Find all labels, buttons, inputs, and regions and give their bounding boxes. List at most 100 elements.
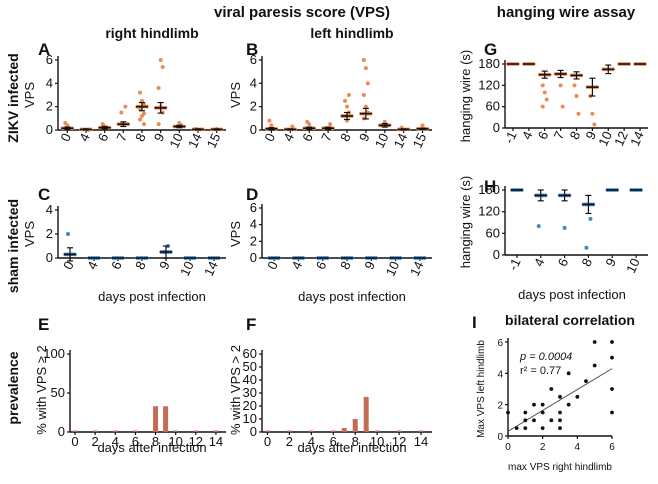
point-a-5 [123,104,128,109]
point-g-5 [560,104,565,109]
xtick-label-h-5: 10 [623,256,643,275]
ytick-label-f-0: 0 [250,424,257,439]
xtick-label-d-0: 0 [264,259,281,272]
xtick-label-b-8: 15 [410,131,430,150]
xtick-label-a-1: 4 [76,131,93,144]
bar-e-0 [153,406,159,432]
ylabel-h: hanging wire (s) [458,176,473,269]
ytick-label-c-4: 4 [46,202,53,217]
point-b-22 [420,123,425,128]
ytick-label-i-0: 0 [497,432,503,443]
point-b-7 [345,104,349,109]
point-h-0 [536,224,541,229]
point-b-6 [343,98,347,103]
xtick-label-b-3: 7 [318,131,335,144]
point-a-8 [142,102,146,107]
point-i-1 [514,426,519,431]
ytick-label-d-6: 6 [250,200,257,215]
ytick-label-i-6: 6 [497,338,503,349]
point-a-12 [138,90,142,95]
point-i-15 [558,394,562,399]
point-a-13 [140,98,144,103]
zero-bar-e-6 [133,430,138,432]
point-c-0 [66,232,70,236]
xtick-label-b-6: 10 [372,131,392,150]
zero-bar-e-4 [113,430,118,432]
xtick-label-b-0: 0 [262,131,279,144]
point-i-8 [540,410,545,415]
xtick-label-g-4: 8 [567,129,584,142]
ytick-label-b-4: 4 [250,75,257,90]
xtick-label-d-4: 9 [361,259,378,272]
xlabel-h: days post infection [518,287,626,302]
ytick-label-c-0: 0 [46,250,53,265]
point-i-0 [506,410,510,415]
point-a-14 [142,122,146,127]
ytick-label-a-0: 0 [46,122,53,137]
xtick-label-b-1: 4 [280,131,297,144]
ytick-label-d-4: 4 [250,217,257,232]
point-b-2 [290,124,295,129]
xtick-label-b-4: 8 [337,131,354,144]
xtick-label-a-6: 10 [166,131,186,150]
point-h-1 [562,225,567,230]
xtick-label-c-1: 4 [84,259,101,272]
point-b-11 [347,93,351,97]
zero-bar-e-12 [193,430,198,432]
xtick-label-c-2: 6 [108,259,125,272]
ylabel-d: VPS [228,221,243,247]
point-i-2 [523,426,528,431]
point-h-3 [584,245,589,250]
ytick-label-d-2: 2 [250,233,257,248]
point-b-1 [269,123,274,128]
title-vps: viral paresis score (VPS) [214,4,390,21]
point-b-16 [363,104,368,109]
zero-bar-f-12 [397,430,402,432]
xtick-label-e-0: 0 [71,434,78,449]
ytick-label-g-60: 60 [486,99,500,114]
ytick-label-f-20: 20 [243,398,257,413]
bar-f-1 [352,419,358,432]
xtick-label-h-0: -1 [505,256,523,273]
point-g-6 [572,83,577,88]
point-i-19 [584,379,588,384]
xtick-label-c-4: 9 [156,259,173,272]
xtick-label-a-0: 0 [57,131,74,144]
xtick-label-g-2: 6 [535,129,552,142]
xtick-label-f-10: 10 [370,434,384,449]
xtick-label-f-14: 14 [414,434,428,449]
point-i-24 [610,387,614,391]
panel-letter-d: D [246,185,258,204]
xtick-label-f-12: 12 [392,434,406,449]
ytick-label-i-2: 2 [497,401,503,412]
bar-e-1 [163,406,169,432]
xtick-label-i-0: 0 [505,442,511,453]
ytick-label-e-100: 100 [43,346,65,361]
point-b-14 [365,81,370,86]
point-i-9 [540,402,545,407]
ytick-label-h-60: 60 [486,225,500,240]
xtick-label-i-6: 6 [609,442,615,453]
row-label-prevalence: prevalence [5,351,21,424]
xtick-label-g-8: 14 [627,129,647,148]
xtick-label-b-7: 14 [391,131,411,150]
point-a-16 [158,58,163,62]
xtick-label-h-3: 8 [578,256,595,269]
xtick-label-h-1: 4 [531,256,548,269]
ylabel-c: VPS [22,221,37,247]
xtick-label-a-3: 7 [113,131,130,144]
point-a-9 [138,107,142,111]
point-i-20 [592,363,597,368]
xlabel-e: days after infection [97,440,206,455]
ytick-label-b-6: 6 [250,52,257,67]
xtick-label-g-3: 7 [551,129,568,142]
ytick-label-f-30: 30 [243,385,257,400]
zero-bar-e-2 [93,430,98,432]
xtick-label-e-14: 14 [209,434,223,449]
point-b-5 [328,122,333,127]
title-hanging: hanging wire assay [497,4,636,21]
ytick-label-h-120: 120 [478,204,500,219]
p-value-i: p = 0.0004 [519,351,572,363]
point-i-23 [610,355,614,360]
row-label-zikv: ZIKV infected [5,53,21,142]
